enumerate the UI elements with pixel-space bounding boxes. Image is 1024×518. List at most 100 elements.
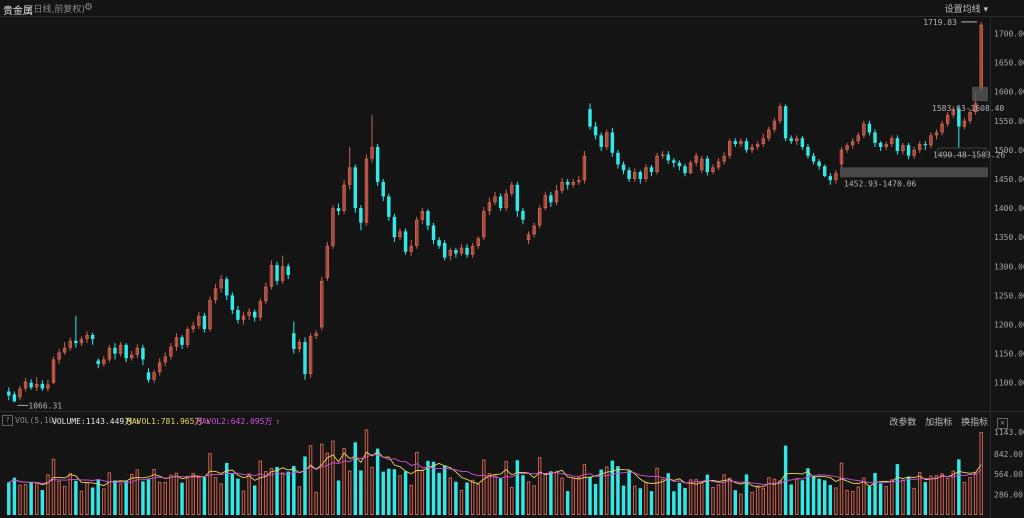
help-icon[interactable]: ?	[2, 415, 13, 426]
candle-body-down[interactable]	[677, 162, 682, 167]
volume-bar-down[interactable]	[74, 480, 78, 515]
candle-body-up[interactable]	[191, 325, 195, 330]
candle-body-down[interactable]	[292, 333, 296, 349]
volume-bar-up[interactable]	[398, 475, 402, 515]
candle-body-up[interactable]	[560, 181, 564, 191]
candle-body-up[interactable]	[700, 158, 704, 171]
candle-body-up[interactable]	[85, 334, 89, 340]
volume-bar-up[interactable]	[951, 470, 955, 515]
candle-body-up[interactable]	[605, 132, 609, 147]
volume-bar-down[interactable]	[275, 467, 279, 515]
volume-bar-up[interactable]	[102, 488, 106, 516]
volume-bar-down[interactable]	[515, 460, 520, 515]
candle-body-down[interactable]	[923, 144, 928, 146]
candle-body-up[interactable]	[118, 344, 123, 354]
volume-bar-up[interactable]	[688, 479, 693, 516]
candle-body-up[interactable]	[739, 141, 743, 145]
candle-body-down[interactable]	[789, 138, 793, 142]
volume-bar-down[interactable]	[923, 482, 928, 515]
candle-body-down[interactable]	[437, 240, 441, 246]
volume-bar-up[interactable]	[331, 440, 335, 516]
volume-bar-down[interactable]	[303, 456, 307, 515]
volume-bar-up[interactable]	[35, 482, 39, 515]
volume-bar-up[interactable]	[973, 472, 978, 515]
candle-body-up[interactable]	[135, 347, 140, 355]
volume-bar-up[interactable]	[62, 485, 67, 516]
candle-body-up[interactable]	[241, 315, 246, 320]
volume-bar-down[interactable]	[498, 478, 503, 515]
volume-bar-up[interactable]	[459, 489, 464, 516]
volume-bar-down[interactable]	[906, 476, 911, 515]
volume-bar-up[interactable]	[370, 466, 374, 516]
candle-body-up[interactable]	[917, 144, 922, 150]
candle-body-down[interactable]	[817, 161, 821, 167]
candle-body-down[interactable]	[426, 211, 430, 226]
volume-bar-up[interactable]	[767, 477, 771, 516]
candle-body-up[interactable]	[68, 340, 73, 348]
switch-indicator-button[interactable]: 换指标	[961, 418, 989, 428]
volume-bar-down[interactable]	[565, 491, 570, 515]
volume-bar-down[interactable]	[465, 482, 469, 515]
candle-body-up[interactable]	[929, 135, 933, 146]
candle-body-up[interactable]	[169, 346, 173, 357]
volume-bar-down[interactable]	[141, 481, 145, 515]
candle-body-down[interactable]	[549, 195, 553, 203]
candle-body-down[interactable]	[627, 170, 631, 179]
volume-bar-up[interactable]	[409, 484, 413, 515]
volume-bar-up[interactable]	[979, 432, 983, 515]
volume-bar-down[interactable]	[744, 474, 749, 515]
candle-body-up[interactable]	[280, 266, 285, 281]
volume-bar-up[interactable]	[174, 472, 179, 515]
volume-bar-up[interactable]	[18, 484, 22, 515]
candle-body-up[interactable]	[247, 311, 251, 316]
candle-body-up[interactable]	[934, 132, 939, 136]
volume-bar-up[interactable]	[448, 477, 453, 516]
candle-body-up[interactable]	[364, 158, 369, 223]
volume-bar-up[interactable]	[308, 445, 313, 515]
volume-bar-up[interactable]	[795, 478, 799, 516]
volume-bar-down[interactable]	[124, 480, 128, 515]
candle-body-up[interactable]	[901, 145, 905, 152]
volume-bar-down[interactable]	[822, 480, 827, 515]
candle-body-up[interactable]	[973, 103, 978, 113]
volume-bar-up[interactable]	[839, 462, 844, 516]
candle-body-down[interactable]	[403, 231, 408, 252]
volume-bar-up[interactable]	[526, 481, 531, 516]
volume-bar-up[interactable]	[968, 476, 972, 515]
volume-bar-down[interactable]	[454, 481, 458, 515]
candle-body-up[interactable]	[912, 149, 916, 156]
volume-bar-up[interactable]	[493, 475, 497, 516]
volume-bar-down[interactable]	[359, 470, 363, 515]
volume-bar-up[interactable]	[152, 468, 156, 515]
candle-body-down[interactable]	[906, 145, 911, 156]
candle-body-down[interactable]	[336, 208, 341, 211]
volume-bar-down[interactable]	[733, 490, 738, 515]
volume-bar-down[interactable]	[828, 485, 833, 515]
candle-body-up[interactable]	[185, 329, 190, 345]
volume-bar-down[interactable]	[806, 468, 810, 515]
volume-bar-down[interactable]	[375, 448, 380, 515]
candle-body-down[interactable]	[593, 126, 598, 136]
volume-bar-up[interactable]	[476, 484, 480, 516]
candle-body-down[interactable]	[565, 181, 570, 185]
volume-bar-down[interactable]	[677, 482, 682, 515]
candle-body-down[interactable]	[783, 106, 788, 139]
candle-body-up[interactable]	[213, 288, 218, 301]
candle-body-up[interactable]	[532, 225, 536, 235]
candle-body-up[interactable]	[487, 202, 492, 212]
volume-bar-up[interactable]	[571, 477, 575, 515]
volume-bar-down[interactable]	[705, 474, 710, 515]
candle-body-up[interactable]	[130, 354, 134, 359]
volume-bar-up[interactable]	[700, 482, 704, 515]
volume-bar-down[interactable]	[40, 490, 45, 515]
candle-body-down[interactable]	[800, 138, 805, 147]
candle-body-up[interactable]	[644, 167, 648, 179]
volume-bar-up[interactable]	[560, 477, 564, 516]
volume-bar-up[interactable]	[884, 485, 888, 515]
candle-body-up[interactable]	[968, 112, 972, 121]
volume-bar-down[interactable]	[387, 468, 391, 515]
candle-body-up[interactable]	[543, 195, 548, 209]
volume-bar-up[interactable]	[320, 443, 324, 515]
volume-bar-up[interactable]	[219, 483, 223, 515]
candle-body-down[interactable]	[180, 337, 184, 345]
